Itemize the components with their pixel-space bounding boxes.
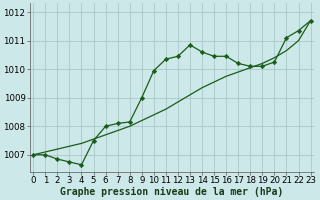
X-axis label: Graphe pression niveau de la mer (hPa): Graphe pression niveau de la mer (hPa) xyxy=(60,186,284,197)
